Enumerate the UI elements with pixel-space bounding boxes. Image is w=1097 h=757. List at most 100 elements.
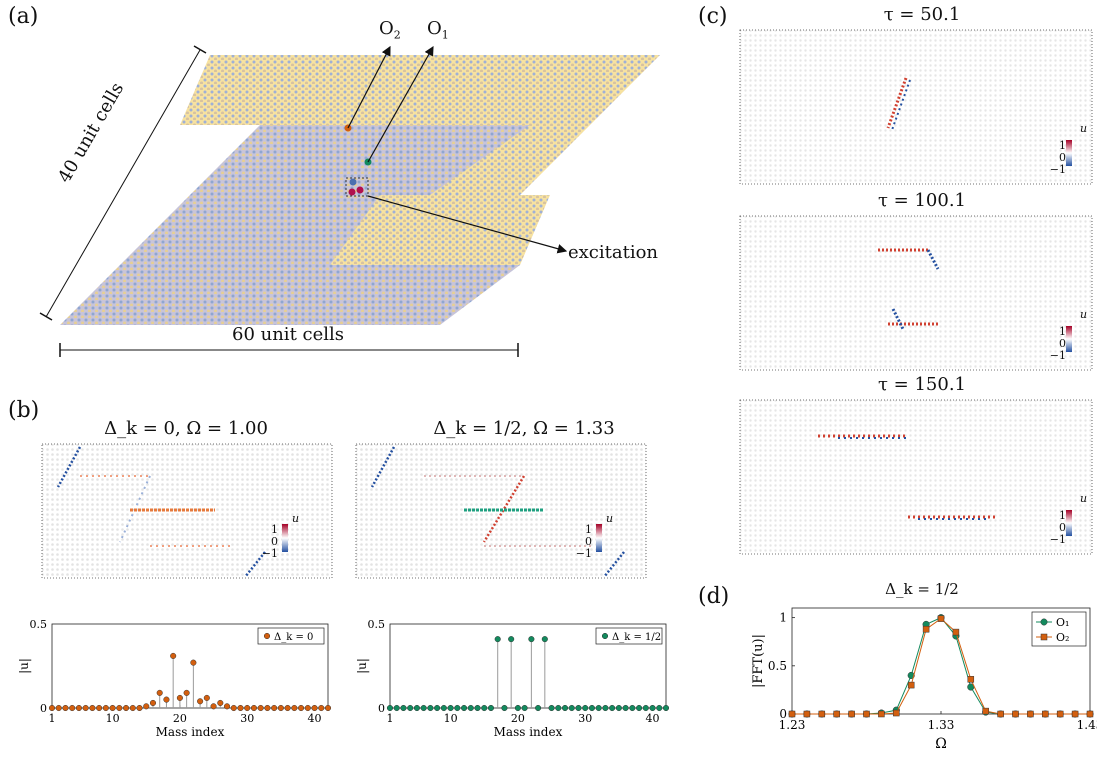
b-left-title: Δ_k = 0, Ω = 1.00	[104, 418, 268, 439]
c-cbar-label-1: u	[1080, 122, 1088, 135]
stem-point	[237, 704, 244, 712]
stem-axes-box	[389, 623, 667, 709]
stem-point	[271, 704, 278, 712]
stem-point	[69, 704, 76, 712]
stem-point	[230, 704, 237, 712]
stem-point	[501, 704, 508, 712]
dim-line-vertical	[45, 49, 201, 318]
data-point	[1071, 710, 1079, 718]
legend-label: O₁	[1056, 616, 1069, 629]
stem-point	[434, 704, 441, 712]
data-point	[967, 676, 975, 683]
stem-point	[109, 704, 116, 712]
stem-point	[622, 704, 629, 712]
o1-arrow	[367, 45, 434, 163]
y-tick-label: 1	[779, 611, 787, 625]
excitation-mass	[348, 188, 356, 196]
data-point	[833, 710, 840, 718]
stem-point	[649, 704, 656, 712]
stem-point	[311, 704, 318, 712]
panel-label-b: (b)	[8, 398, 40, 423]
stem-point	[324, 704, 332, 712]
stem-point	[407, 704, 414, 712]
stem-point	[318, 704, 325, 712]
stem-point	[413, 704, 420, 712]
data-point	[803, 710, 811, 718]
data-point	[907, 681, 915, 689]
stem-point	[561, 704, 569, 712]
stem-point	[197, 698, 204, 705]
stem-point	[217, 699, 224, 707]
stem-axes-box	[51, 623, 329, 709]
data-point	[788, 710, 796, 718]
y-axis-label: |FFT(u)|	[751, 634, 766, 688]
stem-point	[156, 689, 163, 696]
stem-point	[82, 704, 89, 712]
x-tick-label: 30	[240, 712, 254, 725]
stem-point	[264, 704, 271, 712]
stem-point	[588, 704, 596, 712]
panel-label-d: (d)	[698, 584, 730, 609]
legend-box	[1031, 611, 1087, 647]
excitation-arrow	[367, 195, 568, 254]
data-point	[952, 628, 960, 636]
stem-point	[136, 704, 143, 712]
legend-label: Δ_k = 1/2	[612, 632, 661, 643]
stem-point	[427, 704, 434, 712]
stem-point	[96, 704, 103, 712]
stem-point	[122, 704, 130, 712]
stem-point	[48, 704, 56, 712]
y-tick-label: 0.5	[368, 618, 386, 631]
stem-point	[481, 704, 488, 712]
panel-label-a: (a)	[8, 4, 39, 29]
stem-point	[75, 704, 82, 712]
y-tick-label: 0	[378, 702, 385, 715]
y-tick-label: 0.5	[30, 618, 48, 631]
stem-point	[541, 636, 548, 643]
b-right-map	[355, 443, 647, 579]
stem-point	[582, 704, 589, 712]
stem-point	[514, 704, 521, 712]
stem-point	[244, 704, 251, 712]
x-tick-label: 1	[49, 712, 56, 725]
x-axis-label: Mass index	[494, 725, 563, 739]
d-title: Δ_k = 1/2	[885, 580, 959, 598]
stem-point	[89, 704, 96, 712]
stem-point	[277, 704, 284, 712]
legend-marker	[1040, 633, 1048, 641]
stem-point	[393, 704, 400, 712]
x-tick-label: 1.23	[779, 718, 806, 732]
legend-label: O₂	[1056, 631, 1069, 644]
stem-point	[642, 704, 649, 712]
stem-point	[250, 704, 258, 712]
stem-point	[203, 694, 210, 701]
c-title-1: τ = 50.1	[883, 4, 961, 25]
stem-point	[535, 704, 542, 712]
x-tick-label: 1.33	[928, 718, 955, 732]
x-tick-label: 30	[578, 712, 592, 725]
stem-point	[487, 704, 495, 712]
lattice-parallelogram	[60, 55, 660, 325]
stem-point	[291, 704, 298, 712]
excitation-mass	[356, 186, 364, 194]
data-point	[863, 710, 870, 718]
stem-point	[575, 704, 582, 712]
legend-box	[257, 627, 325, 645]
panel-label-c: (c)	[698, 4, 728, 29]
legend-marker	[601, 632, 609, 640]
stem-point	[170, 652, 177, 659]
stem-point	[528, 636, 535, 643]
y-axis-label: |u|	[17, 658, 31, 674]
c-cbar-ticks-1: 1 0 −1	[1049, 139, 1066, 176]
y-axis-label: |u|	[355, 658, 369, 674]
stem-point	[400, 704, 407, 712]
c-cbar-label-3: u	[1080, 492, 1088, 505]
y-tick-label: 0	[779, 707, 787, 721]
c-snapshots	[739, 29, 1093, 555]
stem-point	[447, 704, 454, 712]
legend-marker	[263, 632, 271, 640]
stem-point	[129, 704, 136, 712]
data-point	[937, 615, 945, 622]
legend-label: Δ_k = 0	[274, 632, 313, 643]
lattice-figure	[39, 45, 660, 357]
